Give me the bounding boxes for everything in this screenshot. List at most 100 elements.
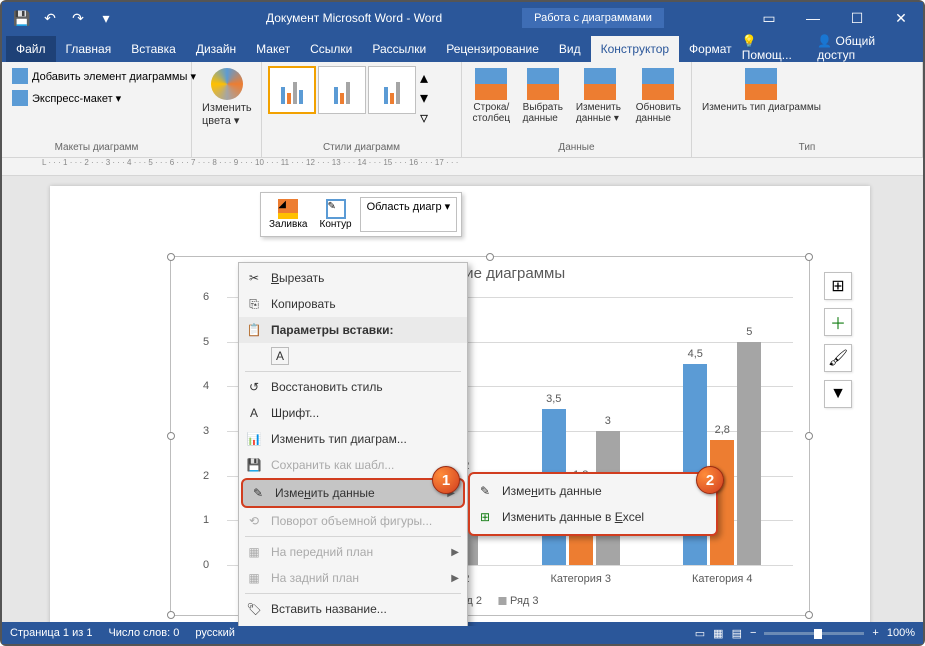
ctx-paste-option[interactable]: A: [239, 343, 467, 369]
group-label: Данные: [468, 140, 685, 153]
context-menu: ✂Вырезать ⎘Копировать 📋Параметры вставки…: [238, 262, 468, 626]
tab-вид[interactable]: Вид: [549, 36, 591, 62]
chart-styles-icon[interactable]: 🖌: [824, 344, 852, 372]
style-thumb[interactable]: [318, 66, 366, 114]
tab-вставка[interactable]: Вставка: [121, 36, 186, 62]
bar-value-label: 5: [746, 326, 752, 338]
ctx-cut[interactable]: ✂Вырезать: [239, 265, 467, 291]
tab-конструктор[interactable]: Конструктор: [591, 36, 679, 62]
ctx-paste-options-header: 📋Параметры вставки:: [239, 317, 467, 343]
ctx-rotate-3d: ⟲Поворот объемной фигуры...: [239, 508, 467, 534]
ribbon: Добавить элемент диаграммы ▾ Экспресс-ма…: [2, 62, 923, 158]
change-chart-type-button[interactable]: Изменить тип диаграммы: [698, 66, 825, 115]
refresh-data-button[interactable]: Обновить данные: [632, 66, 685, 126]
chart-element-dropdown[interactable]: Область диагр ▾: [360, 197, 458, 232]
quick-layout-button[interactable]: Экспресс-макет ▾: [8, 88, 125, 108]
ctx-text-wrap[interactable]: ▤Обтекание текстом▶: [239, 622, 467, 626]
bar[interactable]: 5: [737, 342, 761, 565]
ctx-change-chart-type[interactable]: 📊Изменить тип диаграм...: [239, 426, 467, 452]
view-web-icon[interactable]: ▤: [732, 627, 742, 640]
style-thumb[interactable]: [268, 66, 316, 114]
tab-рецензирование[interactable]: Рецензирование: [436, 36, 549, 62]
layout-options-icon[interactable]: ⊞: [824, 272, 852, 300]
zoom-in-icon[interactable]: +: [872, 627, 878, 639]
ctx-bring-front: ▦На передний план▶: [239, 539, 467, 565]
chart-filters-icon[interactable]: ▼: [824, 380, 852, 408]
resize-handle[interactable]: [167, 611, 175, 619]
tab-рассылки[interactable]: Рассылки: [362, 36, 436, 62]
style-thumb[interactable]: [368, 66, 416, 114]
submenu-edit-data[interactable]: ✎Изменить данные: [470, 478, 716, 504]
resize-handle[interactable]: [167, 253, 175, 261]
bar-value-label: 4,5: [688, 348, 703, 360]
mini-toolbar: ◢Заливка ✎Контур Область диагр ▾: [260, 192, 462, 237]
share-button[interactable]: 👤 Общий доступ: [817, 34, 915, 62]
ctx-reset-style[interactable]: ↺Восстановить стиль: [239, 374, 467, 400]
chart-side-buttons: ⊞ ＋ 🖌 ▼: [824, 272, 852, 408]
group-label: Стили диаграмм: [268, 140, 455, 153]
resize-handle[interactable]: [805, 253, 813, 261]
change-colors-button[interactable]: Изменить цвета ▾: [198, 66, 256, 129]
status-page[interactable]: Страница 1 из 1: [10, 627, 92, 639]
bar-value-label: 3: [605, 415, 611, 427]
y-tick-label: 1: [203, 514, 209, 526]
y-tick-label: 6: [203, 291, 209, 303]
submenu-edit-excel[interactable]: ⊞Изменить данные в Excel: [470, 504, 716, 530]
window-title: Документ Microsoft Word - Word: [266, 11, 442, 25]
close-icon[interactable]: ✕: [879, 2, 923, 34]
bar-value-label: 3,5: [546, 393, 561, 405]
ctx-copy[interactable]: ⎘Копировать: [239, 291, 467, 317]
tab-дизайн[interactable]: Дизайн: [186, 36, 246, 62]
tab-главная[interactable]: Главная: [56, 36, 122, 62]
minimize-icon[interactable]: —: [791, 2, 835, 34]
chart-elements-icon[interactable]: ＋: [824, 308, 852, 336]
ctx-insert-caption[interactable]: 🏷Вставить название...: [239, 596, 467, 622]
add-chart-element-button[interactable]: Добавить элемент диаграммы ▾: [8, 66, 200, 86]
edit-data-submenu: ✎Изменить данные ⊞Изменить данные в Exce…: [468, 472, 718, 536]
resize-handle[interactable]: [805, 432, 813, 440]
quick-access-toolbar: 💾 ↶ ↷ ▾: [2, 6, 126, 30]
undo-icon[interactable]: ↶: [38, 6, 62, 30]
y-tick-label: 0: [203, 559, 209, 571]
legend-label: Ряд 3: [510, 595, 539, 607]
resize-handle[interactable]: [167, 432, 175, 440]
resize-handle[interactable]: [805, 611, 813, 619]
gallery-down-icon[interactable]: ▾: [420, 88, 428, 108]
help-button[interactable]: 💡 Помощ...: [742, 34, 810, 62]
chart-styles-gallery[interactable]: ▴▾▿: [268, 66, 430, 130]
y-tick-label: 5: [203, 336, 209, 348]
category-label: Категория 3: [550, 573, 611, 585]
legend-item[interactable]: Ряд 3: [498, 595, 539, 607]
view-read-icon[interactable]: ▭: [695, 627, 705, 640]
legend-swatch: [498, 597, 506, 605]
resize-handle[interactable]: [486, 253, 494, 261]
redo-icon[interactable]: ↷: [66, 6, 90, 30]
ribbon-options-icon[interactable]: ▭: [747, 2, 791, 34]
outline-button[interactable]: ✎Контур: [316, 197, 356, 232]
edit-data-button[interactable]: Изменить данные ▾: [572, 66, 628, 126]
horizontal-ruler: L · · · 1 · · · 2 · · · 3 · · · 4 · · · …: [2, 158, 923, 176]
tab-file[interactable]: Файл: [6, 36, 56, 62]
select-data-button[interactable]: Выбрать данные: [519, 66, 568, 126]
view-print-icon[interactable]: ▦: [713, 627, 723, 640]
tab-макет[interactable]: Макет: [246, 36, 300, 62]
zoom-out-icon[interactable]: −: [750, 627, 756, 639]
ctx-font[interactable]: AШрифт...: [239, 400, 467, 426]
group-label: Макеты диаграмм: [8, 140, 185, 153]
save-icon[interactable]: 💾: [10, 6, 34, 30]
status-wordcount[interactable]: Число слов: 0: [108, 627, 179, 639]
zoom-slider[interactable]: [764, 632, 864, 635]
maximize-icon[interactable]: ☐: [835, 2, 879, 34]
tab-формат[interactable]: Формат: [679, 36, 742, 62]
zoom-level[interactable]: 100%: [887, 627, 915, 639]
gallery-more-icon[interactable]: ▿: [420, 108, 428, 128]
qat-customize-icon[interactable]: ▾: [94, 6, 118, 30]
window-controls: ▭ — ☐ ✕: [747, 2, 923, 34]
switch-row-column-button[interactable]: Строка/столбец: [468, 66, 515, 126]
fill-button[interactable]: ◢Заливка: [265, 197, 312, 232]
gallery-up-icon[interactable]: ▴: [420, 68, 428, 88]
tab-ссылки[interactable]: Ссылки: [300, 36, 362, 62]
status-language[interactable]: русский: [195, 627, 234, 639]
page: ◢Заливка ✎Контур Область диагр ▾ Названи…: [50, 186, 870, 626]
ribbon-tabs: Файл ГлавнаяВставкаДизайнМакетСсылкиРасс…: [2, 34, 923, 62]
